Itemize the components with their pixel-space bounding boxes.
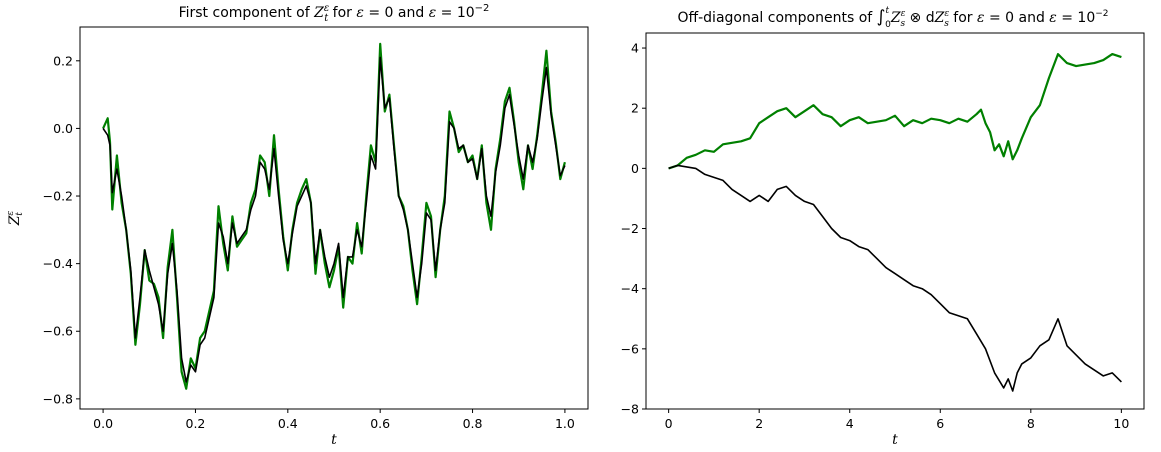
chart-left-y-tick-label: −0.6: [43, 324, 73, 339]
chart-left-y-label: Zεt: [6, 211, 25, 227]
chart-right-title-int-lo: 0: [885, 20, 891, 30]
chart-right-title-eps1: ε: [977, 10, 985, 26]
chart-right-y-tick-label: 2: [631, 101, 639, 116]
chart-right-x-label: t: [892, 432, 898, 448]
chart-left-plot-area: [102, 42, 566, 390]
chart-left-y-label-var: Z: [7, 215, 23, 226]
chart-right-y-tick-label: −2: [621, 221, 639, 236]
chart-right-title-op: ⊗: [905, 10, 926, 26]
chart-left-title-sub: t: [324, 13, 329, 24]
chart-right-title-eq2: = 10: [1057, 10, 1095, 26]
chart-left-series-0-line: [102, 42, 566, 390]
chart-left-title-mid: for: [328, 5, 356, 21]
chart-left-y-tick-label: 0.2: [53, 53, 73, 68]
chart-left-x-tick-label: 0.6: [370, 416, 390, 431]
chart-right-title-eps2: ε: [1049, 10, 1057, 26]
chart-left-title-eps2: ε: [429, 5, 437, 21]
chart-right-title-var1-sub: s: [900, 19, 905, 29]
chart-left-x-tick-label: 0.4: [278, 416, 298, 431]
chart-left-x-axis: 0.0 0.2 0.4 0.6 0.8 1.0: [93, 409, 575, 431]
chart-right-title-var2-sub: s: [944, 19, 949, 29]
chart-right-plot-area: [668, 52, 1122, 392]
chart-right-series-1-line: [668, 164, 1122, 392]
chart-right-title-var2: Z: [934, 10, 945, 26]
chart-right-y-axis: −8 −6 −4 −2 0 2 4: [621, 41, 646, 417]
chart-right-x-tick-label: 10: [1113, 416, 1129, 431]
chart-right-title-int: ∫: [877, 7, 886, 27]
chart-right-x-tick-label: 8: [1027, 416, 1035, 431]
chart-left-x-label: t: [331, 432, 337, 448]
chart-right-title-eq1: = 0 and: [985, 10, 1050, 26]
chart-left-y-tick-label: 0.0: [53, 121, 73, 136]
chart-right-x-tick-label: 0: [665, 416, 673, 431]
chart-left-x-tick-label: 1.0: [555, 416, 575, 431]
chart-right-y-tick-label: −4: [621, 281, 639, 296]
chart-left-x-tick-label: 0.2: [186, 416, 206, 431]
chart-right-y-tick-label: −8: [621, 402, 639, 417]
chart-left-y-axis: −0.8 −0.6 −0.4 −0.2 0.0 0.2: [43, 53, 80, 406]
chart-left-title-sup: ε: [324, 3, 329, 14]
chart-left-x-tick-label: 0.8: [463, 416, 483, 431]
chart-left: First component of Zε t for ε = 0 and ε =…: [6, 3, 589, 448]
chart-right-y-tick-label: −6: [621, 341, 639, 356]
chart-left-y-tick-label: −0.4: [43, 256, 73, 271]
chart-right: Off-diagonal components of ∫t 0Zε s ⊗ dZε s…: [621, 6, 1145, 448]
chart-left-series-1-line: [102, 56, 566, 383]
chart-right-title-int-hi: t: [886, 6, 890, 16]
chart-left-title-var: Z: [313, 5, 324, 21]
chart-left-title-exp: −2: [475, 3, 490, 14]
chart-right-y-tick-label: 0: [631, 161, 639, 176]
chart-left-title-eq2: = 10: [436, 5, 474, 21]
chart-right-x-axis: 0 2 4 6 8 10: [665, 409, 1129, 431]
chart-right-x-tick-label: 6: [936, 416, 944, 431]
chart-right-x-tick-label: 4: [846, 416, 854, 431]
chart-right-series-0-line: [668, 52, 1122, 170]
chart-left-y-tick-label: −0.2: [43, 189, 73, 204]
chart-right-title-exp: −2: [1095, 9, 1108, 19]
chart-left-y-label-sub: t: [15, 212, 25, 216]
chart-right-x-tick-label: 2: [755, 416, 763, 431]
chart-left-x-tick-label: 0.0: [93, 416, 113, 431]
chart-left-title-prefix: First component of: [179, 5, 315, 21]
chart-left-y-label-sup: ε: [6, 211, 16, 216]
chart-right-title-var1: Z: [890, 10, 901, 26]
chart-left-title: First component of Zε t for ε = 0 and ε =…: [179, 3, 490, 24]
chart-left-frame: [79, 26, 589, 410]
chart-right-title-d: d: [926, 10, 935, 26]
chart-right-title-var2-sup: ε: [944, 9, 949, 19]
chart-right-title: Off-diagonal components of ∫t 0Zε s ⊗ dZε s…: [677, 6, 1108, 30]
chart-right-title-mid: for: [949, 10, 977, 26]
chart-right-title-var1-sup: ε: [901, 9, 906, 19]
chart-left-y-tick-label: −0.8: [43, 391, 73, 406]
chart-right-y-tick-label: 4: [631, 41, 639, 56]
svg-text:Zεt: Zεt: [6, 211, 25, 227]
chart-left-title-eq1: = 0 and: [364, 5, 429, 21]
chart-right-frame: [645, 32, 1145, 410]
chart-left-title-eps1: ε: [356, 5, 364, 21]
chart-right-title-prefix: Off-diagonal components of: [677, 10, 876, 26]
